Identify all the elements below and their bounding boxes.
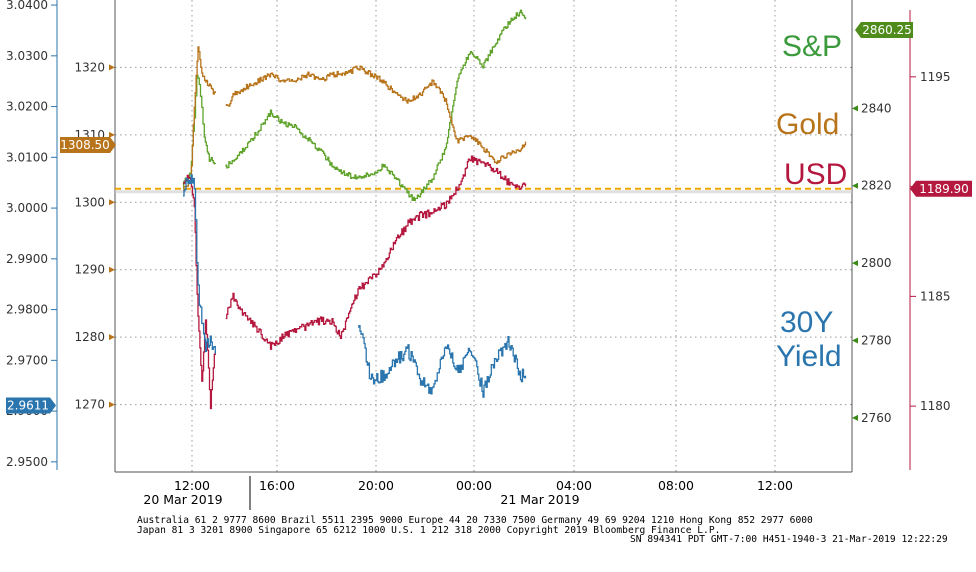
spx-value-flag-text: 2860.25 (862, 23, 912, 37)
footer-line2: Japan 81 3 3201 8900 Singapore 65 6212 1… (137, 525, 720, 536)
usd-value-flag-text: 1189.90 (919, 182, 969, 196)
series-line-yield (358, 325, 527, 398)
series-line-spx (182, 74, 216, 190)
usd-tick-label: 1185 (920, 289, 951, 303)
yield-tick-label: 2.9500 (6, 455, 48, 469)
spx-tick (852, 105, 858, 112)
series-label-yield-line1: 30Y (780, 306, 833, 339)
date-label: 21 Mar 2019 (500, 492, 579, 507)
spx-tick (852, 414, 858, 421)
yield-tick-label: 2.9900 (6, 252, 48, 266)
spx-tick (852, 260, 858, 267)
x-tick-label: 12:00 (174, 478, 210, 493)
series-line-usd (183, 174, 216, 410)
yield-value-flag (6, 397, 56, 414)
yield-tick-label: 3.0000 (6, 201, 48, 215)
spx-tick (852, 337, 858, 344)
x-tick-label: 08:00 (658, 478, 694, 493)
gold-tick-label: 1300 (74, 195, 105, 209)
gold-tick (109, 64, 115, 71)
spx-tick-label: 2760 (861, 411, 892, 425)
gold-tick-label: 1290 (74, 263, 105, 277)
gold-tick (109, 334, 115, 341)
yield-tick-label: 3.0200 (6, 100, 48, 114)
gold-value-flag (60, 136, 116, 153)
series-line-yield (183, 174, 216, 354)
series-label-gold: Gold (776, 108, 839, 141)
x-tick-label: 04:00 (556, 478, 592, 493)
x-tick-label: 20:00 (358, 478, 394, 493)
gold-tick-label: 1270 (74, 398, 105, 412)
gold-tick (109, 401, 115, 408)
gold-tick-label: 1320 (74, 60, 105, 74)
spx-tick-label: 2820 (861, 179, 892, 193)
series-line-gold (225, 65, 527, 165)
series-label-yield-line2: Yield (776, 340, 842, 373)
series-line-spx (225, 9, 527, 202)
yield-tick-label: 3.0300 (6, 49, 48, 63)
series-line-usd (225, 155, 527, 350)
x-tick-label: 00:00 (456, 478, 492, 493)
usd-tick-label: 1180 (920, 399, 951, 413)
axis-value-flags: 1308.50 2.9611 2860.25 1189.90 (6, 21, 972, 414)
series-lines (115, 9, 852, 410)
date-label: 20 Mar 2019 (143, 492, 222, 507)
x-tick-label: 16:00 (259, 478, 295, 493)
gold-tick-label: 1280 (74, 330, 105, 344)
series-line-gold (183, 46, 216, 192)
spx-tick-label: 2780 (861, 333, 892, 347)
yield-tick-label: 2.9700 (6, 353, 48, 367)
usd-value-flag (910, 180, 972, 197)
usd-tick-label: 1195 (920, 70, 951, 84)
gold-value-flag-text: 1308.50 (60, 138, 110, 152)
yield-value-flag-text: 2.9611 (7, 399, 49, 413)
spx-value-flag (855, 21, 913, 38)
grid (115, 0, 852, 472)
x-tick-label: 12:00 (757, 478, 793, 493)
footer-line3: SN 894341 PDT GMT-7:00 H451-1940-3 21-Ma… (630, 534, 948, 545)
yield-tick-label: 3.0400 (6, 0, 48, 12)
series-label-spx: S&P (782, 30, 842, 63)
yield-tick-label: 3.0100 (6, 150, 48, 164)
gold-tick (109, 266, 115, 273)
gold-tick (109, 131, 115, 138)
spx-tick-label: 2840 (861, 101, 892, 115)
spx-tick (852, 182, 858, 189)
gold-tick (109, 199, 115, 206)
yield-tick-label: 2.9800 (6, 303, 48, 317)
series-label-usd: USD (784, 158, 847, 191)
footer-line1: Australia 61 2 9777 8600 Brazil 5511 239… (137, 515, 813, 526)
spx-tick-label: 2800 (861, 256, 892, 270)
